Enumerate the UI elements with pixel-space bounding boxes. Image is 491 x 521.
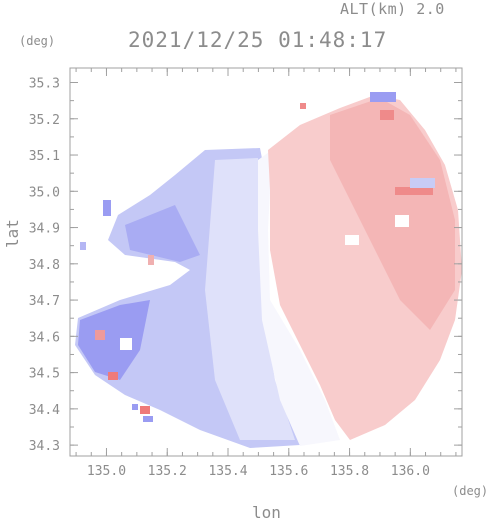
x-tick-label: 136.0: [391, 464, 430, 479]
light-blue-inner: [205, 158, 295, 440]
y-tick-label: 34.3: [29, 439, 60, 454]
y-axis-unit: (deg): [19, 34, 56, 48]
y-tick-label: 35.1: [29, 149, 60, 164]
y-tick-label: 34.7: [29, 294, 60, 309]
y-tick-label: 35.3: [29, 77, 60, 92]
radar-echo-field: [75, 92, 462, 448]
plot-frame: [69, 67, 463, 457]
x-axis-unit: (deg): [452, 484, 489, 498]
x-tick-label: 135.8: [330, 464, 369, 479]
x-tick-label: 135.0: [87, 464, 126, 479]
axis-ticks: 135.0 135.2 135.4 135.6 135.8 136.0 35.3 35.2 35…: [29, 68, 462, 479]
red-core-region: [330, 98, 455, 330]
altitude-label: ALT(km) 2.0: [340, 0, 445, 18]
x-tick-label: 135.2: [148, 464, 187, 479]
datetime-title: 2021/12/25 01:48:17: [128, 28, 388, 52]
echo-speckles: [80, 92, 435, 422]
y-tick-label: 35.0: [29, 185, 60, 200]
x-axis-label: lon: [252, 503, 281, 521]
y-tick-label: 35.2: [29, 113, 60, 128]
blue-core-region: [78, 300, 150, 380]
y-tick-label: 34.6: [29, 330, 60, 345]
y-tick-label: 34.9: [29, 222, 60, 237]
y-tick-label: 34.4: [29, 403, 60, 418]
blue-upper-band: [125, 205, 200, 262]
y-tick-label: 34.8: [29, 258, 60, 273]
x-tick-label: 135.4: [208, 464, 247, 479]
x-tick-label: 135.6: [269, 464, 308, 479]
y-tick-label: 34.5: [29, 367, 60, 382]
zero-velocity-band: [258, 150, 340, 446]
